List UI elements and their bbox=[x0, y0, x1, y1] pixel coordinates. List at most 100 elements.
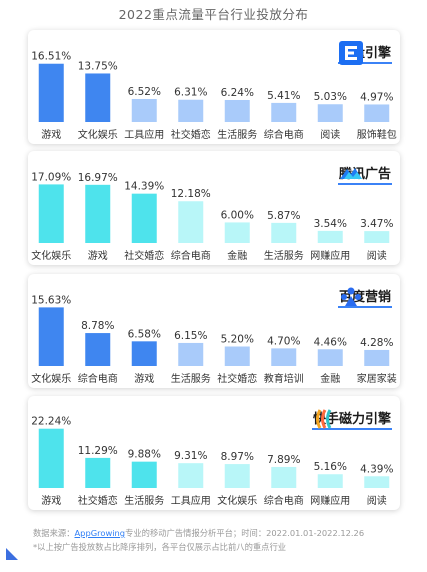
data-label: 6.15% bbox=[174, 330, 207, 342]
data-label: 6.58% bbox=[128, 328, 161, 340]
data-label: 12.18% bbox=[171, 188, 211, 200]
data-label: 5.41% bbox=[267, 90, 300, 102]
bar-chart-kuaishou: 22.24% 游戏 11.29% 社交婚恋 9.88% 生活服务 9.31% 工具应用 8.97… bbox=[31, 416, 393, 507]
panel-ocean-engine: 16.51% 游戏 13.75% 文化娱乐 6.52% 工具应用 6.31% 社交婚恋 6.24… bbox=[28, 30, 400, 144]
category-label: 生活服务 bbox=[171, 372, 211, 385]
data-label: 11.29% bbox=[78, 445, 118, 457]
data-label: 13.75% bbox=[78, 60, 118, 72]
data-label: 4.97% bbox=[360, 91, 393, 103]
bar bbox=[364, 104, 390, 122]
data-label: 22.24% bbox=[31, 416, 71, 428]
data-label: 4.70% bbox=[267, 335, 300, 347]
category-label: 金融 bbox=[320, 372, 340, 385]
bar bbox=[271, 348, 297, 366]
brand-kuaishou: 快手磁力引擎 bbox=[311, 406, 392, 432]
bar bbox=[317, 230, 343, 243]
data-label: 4.39% bbox=[360, 463, 393, 475]
category-label: 阅读 bbox=[367, 249, 387, 262]
ocean-engine-logo-icon bbox=[338, 41, 363, 65]
bar bbox=[131, 98, 157, 122]
platform-name-kuaishou: 快手磁力引擎 bbox=[311, 408, 392, 430]
category-label: 生活服务 bbox=[124, 494, 164, 507]
tencent-ads-logo-icon bbox=[339, 168, 362, 179]
bar bbox=[224, 464, 250, 488]
bar bbox=[271, 222, 297, 243]
kuaishou-magnetic-engine-logo-icon bbox=[315, 409, 332, 429]
bar bbox=[364, 231, 390, 243]
bar bbox=[85, 457, 111, 488]
data-label: 7.89% bbox=[267, 454, 300, 466]
data-label: 17.09% bbox=[31, 171, 71, 183]
bar bbox=[364, 349, 390, 366]
category-label: 生活服务 bbox=[217, 128, 257, 141]
category-label: 阅读 bbox=[320, 128, 340, 141]
data-label: 6.00% bbox=[221, 209, 254, 221]
category-label: 教育培训 bbox=[264, 372, 304, 385]
category-label: 文化娱乐 bbox=[31, 372, 71, 385]
data-label: 16.51% bbox=[31, 51, 71, 63]
category-label: 服饰鞋包 bbox=[357, 128, 397, 141]
category-label: 社交婚恋 bbox=[124, 249, 164, 262]
data-label: 5.03% bbox=[314, 91, 347, 103]
category-label: 社交婚恋 bbox=[217, 372, 257, 385]
category-label: 金融 bbox=[227, 249, 247, 262]
category-label: 阅读 bbox=[367, 494, 387, 507]
bar bbox=[38, 63, 64, 122]
bar bbox=[38, 428, 64, 488]
bar bbox=[271, 102, 297, 122]
bar-chart-tencent-ads: 17.09% 文化娱乐 16.97% 游戏 14.39% 社交婚恋 12.18% 综合电商 6.… bbox=[31, 171, 393, 262]
category-label: 工具应用 bbox=[171, 494, 211, 507]
data-label: 15.63% bbox=[31, 294, 71, 306]
bar bbox=[317, 104, 343, 122]
appgrowing-link[interactable]: AppGrowing bbox=[74, 528, 126, 538]
corner-decoration bbox=[6, 548, 18, 560]
category-label: 综合电商 bbox=[264, 128, 304, 141]
category-label: 文化娱乐 bbox=[217, 494, 257, 507]
bar-chart-ocean-engine: 16.51% 游戏 13.75% 文化娱乐 6.52% 工具应用 6.31% 社交婚恋 6.24… bbox=[31, 51, 397, 141]
bar bbox=[38, 307, 64, 366]
brand-baidu-marketing: 百度营销 bbox=[337, 284, 392, 310]
panel-tencent-ads: 17.09% 文化娱乐 16.97% 游戏 14.39% 社交婚恋 12.18% 综合电商 6.… bbox=[28, 151, 400, 265]
data-label: 4.28% bbox=[360, 337, 393, 349]
data-label: 8.78% bbox=[81, 320, 114, 332]
data-label: 5.16% bbox=[314, 461, 347, 473]
category-label: 工具应用 bbox=[124, 128, 164, 141]
data-label: 14.39% bbox=[124, 181, 164, 193]
bar bbox=[271, 466, 297, 488]
category-label: 生活服务 bbox=[264, 249, 304, 262]
bar bbox=[38, 184, 64, 243]
page-title: 2022重点流量平台行业投放分布 bbox=[118, 7, 309, 22]
bar bbox=[317, 349, 343, 366]
category-label: 家居家装 bbox=[357, 372, 397, 385]
category-label: 综合电商 bbox=[264, 494, 304, 507]
data-label: 9.88% bbox=[128, 449, 161, 461]
category-label: 文化娱乐 bbox=[78, 128, 118, 141]
bar bbox=[85, 73, 111, 122]
category-label: 综合电商 bbox=[78, 372, 118, 385]
category-label: 文化娱乐 bbox=[31, 249, 71, 262]
bar bbox=[131, 193, 157, 243]
bar bbox=[178, 463, 204, 488]
footer-source-suffix: 专业的移动广告情报分析平台；时间：2022.01.01-2022.12.26 bbox=[125, 528, 365, 538]
category-label: 游戏 bbox=[88, 249, 108, 262]
bar bbox=[178, 201, 204, 243]
bar bbox=[131, 341, 157, 366]
bar bbox=[224, 346, 250, 366]
category-label: 游戏 bbox=[134, 372, 154, 385]
bar bbox=[224, 99, 250, 122]
data-label: 3.54% bbox=[314, 218, 347, 230]
data-label: 6.24% bbox=[221, 87, 254, 99]
data-label: 6.31% bbox=[174, 87, 207, 99]
bar bbox=[364, 476, 390, 488]
brand-tencent-ads: 腾讯广告 bbox=[337, 161, 392, 187]
footer-source: 数据来源：AppGrowing专业的移动广告情报分析平台；时间：2022.01.… bbox=[33, 527, 413, 539]
panel-kuaishou: 22.24% 游戏 11.29% 社交婚恋 9.88% 生活服务 9.31% 工具应用 8.97… bbox=[28, 396, 400, 510]
footer-source-prefix: 数据来源： bbox=[33, 528, 75, 538]
data-label: 4.46% bbox=[314, 336, 347, 348]
category-label: 综合电商 bbox=[171, 249, 211, 262]
data-label: 6.52% bbox=[128, 86, 161, 98]
category-label: 社交婚恋 bbox=[78, 494, 118, 507]
category-label: 游戏 bbox=[41, 494, 61, 507]
bar bbox=[224, 222, 250, 243]
data-label: 5.87% bbox=[267, 210, 300, 222]
